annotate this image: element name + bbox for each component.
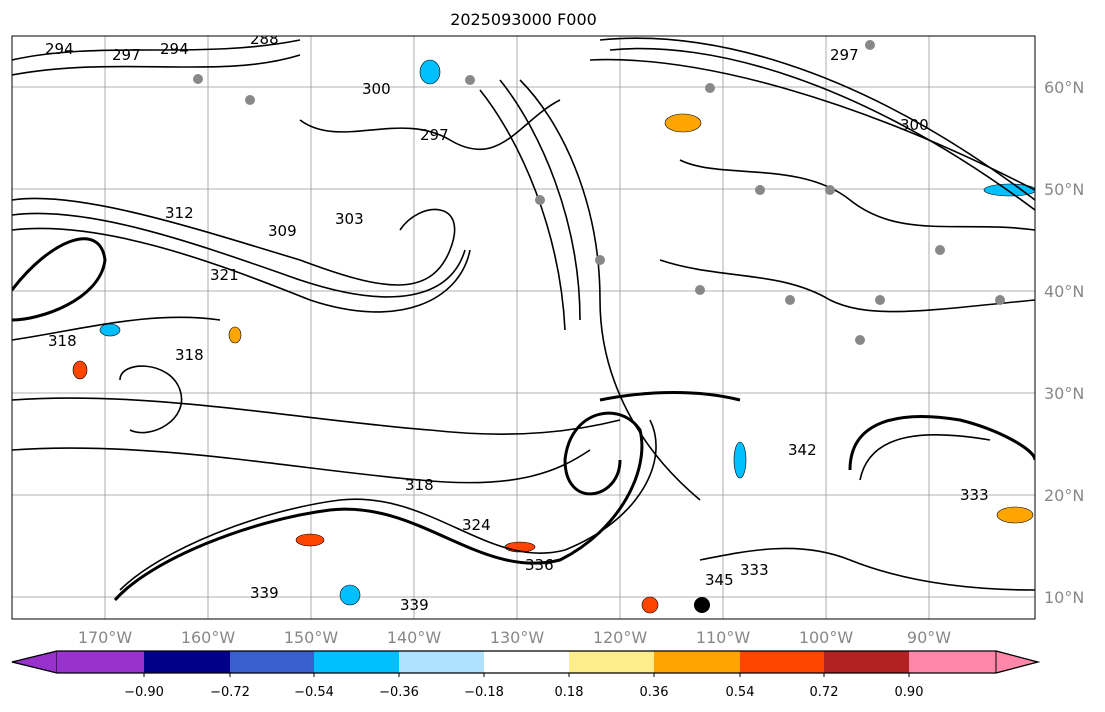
- colorbar-tick-label: 0.36: [640, 685, 669, 700]
- colorbar-segment: [569, 651, 654, 673]
- contour-label: 294: [160, 40, 189, 58]
- lon-tick-label: 160°W: [181, 628, 236, 647]
- lat-tick-label: 30°N: [1044, 384, 1084, 403]
- contour-label: 342: [788, 441, 817, 459]
- colorbar-tick-label: 0.18: [555, 685, 584, 700]
- colorbar-segment: [230, 651, 314, 673]
- lon-tick-label: 130°W: [490, 628, 545, 647]
- lon-tick-label: 110°W: [696, 628, 751, 647]
- colorbar-segment: [144, 651, 230, 673]
- colorbar-extend-high: [995, 650, 1040, 674]
- shading: [72, 59, 1035, 614]
- contour-label: 288: [250, 30, 279, 48]
- colorbar-segment: [654, 651, 740, 673]
- station-dots: [193, 40, 1005, 345]
- contour-label: 312: [165, 204, 194, 222]
- contour-label: 309: [268, 222, 297, 240]
- colorbar: −0.90 −0.72 −0.54 −0.36 −0.18 0.18 0.36 0.54 0.7…: [11, 650, 1041, 700]
- colorbar-tick-label: −0.18: [464, 685, 504, 700]
- lat-tick-label: 20°N: [1044, 486, 1084, 505]
- colorbar-tick-label: 0.90: [895, 685, 924, 700]
- contour-label: 345: [705, 571, 734, 589]
- lon-tick-label: 170°W: [78, 628, 133, 647]
- lon-tick-label: 120°W: [593, 628, 648, 647]
- colorbar-tick-label: −0.54: [294, 685, 334, 700]
- contour-label: 318: [405, 476, 434, 494]
- contour-label: 333: [740, 561, 769, 579]
- lon-tick-label: 90°W: [907, 628, 951, 647]
- colorbar-tick-label: 0.72: [810, 685, 839, 700]
- colorbar-segment: [399, 651, 484, 673]
- contour-label: 324: [462, 516, 491, 534]
- lon-tick-label: 140°W: [387, 628, 442, 647]
- contour-label: 318: [175, 346, 204, 364]
- contour-label: 333: [960, 486, 989, 504]
- contour-label: 318: [48, 332, 77, 350]
- contour-label: 300: [900, 116, 929, 134]
- colorbar-tick-label: 0.54: [726, 685, 755, 700]
- lon-tick-label: 100°W: [799, 628, 854, 647]
- colorbar-tick-label: −0.72: [210, 685, 250, 700]
- colorbar-tick-label: −0.36: [379, 685, 419, 700]
- contour-label: 339: [250, 584, 279, 602]
- marker-dot: [694, 597, 710, 613]
- contour-label: 294: [45, 40, 74, 58]
- contour-label: 339: [400, 596, 429, 614]
- lon-tick-label: 150°W: [284, 628, 339, 647]
- lat-tick-label: 40°N: [1044, 282, 1084, 301]
- contour-label: 303: [335, 210, 364, 228]
- colorbar-segment: [57, 651, 144, 673]
- longitude-labels: 170°W 160°W 150°W 140°W 130°W 120°W 110°W 100°W…: [78, 628, 951, 647]
- colorbar-segment: [740, 651, 824, 673]
- colorbar-segment: [484, 651, 569, 673]
- contour-label: 321: [210, 266, 239, 284]
- contour-label: 297: [420, 126, 449, 144]
- map-frame: [11, 35, 1036, 620]
- colorbar-segment: [824, 651, 909, 673]
- colorbar-segment: [909, 651, 996, 673]
- contour-label: 336: [525, 556, 554, 574]
- lat-tick-label: 50°N: [1044, 180, 1084, 199]
- graticule: [12, 36, 1035, 619]
- colorbar-extend-low: [11, 650, 58, 674]
- colorbar-segment: [314, 651, 399, 673]
- lat-tick-label: 10°N: [1044, 588, 1084, 607]
- contours: [12, 37, 1035, 601]
- map-area: 294 297 294 288 297 300 297 300 303 312 309 321 318 3…: [12, 30, 1035, 619]
- chart-title: 2025093000 F000: [450, 10, 597, 29]
- contour-label: 297: [112, 46, 141, 64]
- contour-label: 300: [362, 80, 391, 98]
- lat-tick-label: 60°N: [1044, 78, 1084, 97]
- colorbar-outline: [11, 650, 1041, 674]
- latitude-labels: 60°N 50°N 40°N 30°N 20°N 10°N: [1044, 78, 1084, 607]
- contour-label: 297: [830, 46, 859, 64]
- contour-labels: 294 297 294 288 297 300 297 300 303 312 309 321 318 3…: [45, 30, 989, 614]
- colorbar-tick-label: −0.90: [124, 685, 164, 700]
